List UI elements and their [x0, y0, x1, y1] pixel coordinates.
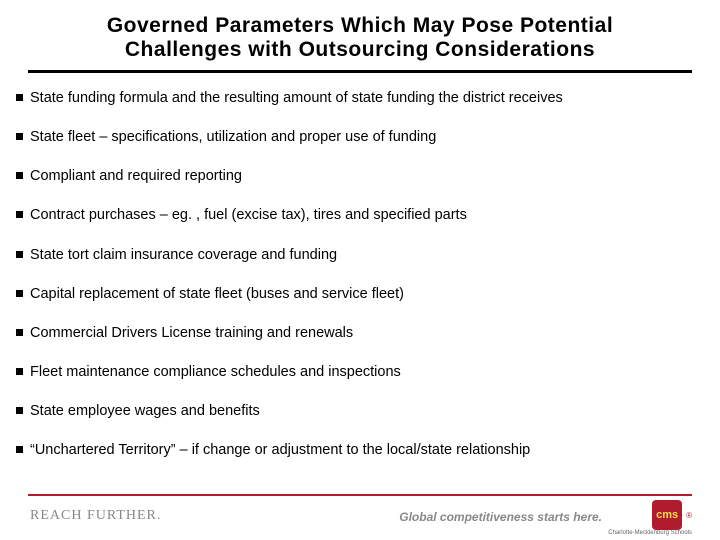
slide-title: Governed Parameters Which May Pose Poten… [0, 0, 720, 68]
bullet-icon [16, 211, 23, 218]
footer-tagline: Global competitiveness starts here. [399, 510, 602, 524]
footer-rule [28, 494, 692, 496]
reach-further-text: REACH FURTHER. [30, 508, 161, 524]
list-item: Capital replacement of state fleet (buse… [16, 285, 704, 303]
list-item: Fleet maintenance compliance schedules a… [16, 363, 704, 381]
bullet-text: State funding formula and the resulting … [30, 89, 563, 107]
bullet-text: Contract purchases – eg. , fuel (excise … [30, 206, 467, 224]
list-item: Contract purchases – eg. , fuel (excise … [16, 206, 704, 224]
cms-logo-mark: cms [652, 500, 682, 530]
list-item: State tort claim insurance coverage and … [16, 246, 704, 264]
bullet-text: “Unchartered Territory” – if change or a… [30, 441, 530, 459]
bullet-list: State funding formula and the resulting … [0, 73, 720, 459]
bullet-text: State fleet – specifications, utilizatio… [30, 128, 436, 146]
title-line-2: Challenges with Outsourcing Consideratio… [125, 38, 595, 61]
bullet-text: Commercial Drivers License training and … [30, 324, 353, 342]
bullet-icon [16, 329, 23, 336]
bullet-icon [16, 407, 23, 414]
list-item: State fleet – specifications, utilizatio… [16, 128, 704, 146]
bullet-icon [16, 94, 23, 101]
bullet-text: Fleet maintenance compliance schedules a… [30, 363, 401, 381]
bullet-icon [16, 290, 23, 297]
title-line-1: Governed Parameters Which May Pose Poten… [107, 14, 613, 37]
logo-subtext: Charlotte-Mecklenburg Schools [608, 530, 692, 536]
bullet-icon [16, 446, 23, 453]
list-item: Commercial Drivers License training and … [16, 324, 704, 342]
bullet-icon [16, 368, 23, 375]
bullet-text: State tort claim insurance coverage and … [30, 246, 337, 264]
registered-icon: ® [686, 511, 692, 520]
list-item: State funding formula and the resulting … [16, 89, 704, 107]
list-item: Compliant and required reporting [16, 167, 704, 185]
bullet-icon [16, 172, 23, 179]
cms-logo: cms ® [652, 500, 692, 530]
footer: REACH FURTHER. Global competitiveness st… [0, 494, 720, 540]
cms-logo-text: cms [656, 509, 678, 521]
bullet-text: Capital replacement of state fleet (buse… [30, 285, 404, 303]
slide: Governed Parameters Which May Pose Poten… [0, 0, 720, 540]
bullet-text: State employee wages and benefits [30, 402, 260, 420]
bullet-icon [16, 251, 23, 258]
list-item: State employee wages and benefits [16, 402, 704, 420]
list-item: “Unchartered Territory” – if change or a… [16, 441, 704, 459]
bullet-icon [16, 133, 23, 140]
bullet-text: Compliant and required reporting [30, 167, 242, 185]
